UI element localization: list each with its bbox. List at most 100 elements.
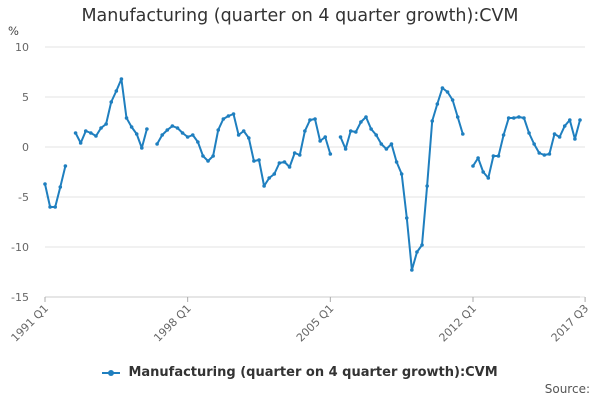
- data-point[interactable]: [145, 127, 149, 131]
- data-point[interactable]: [552, 132, 557, 136]
- data-point[interactable]: [63, 164, 68, 168]
- data-point[interactable]: [262, 184, 266, 188]
- data-point[interactable]: [318, 139, 322, 143]
- data-point[interactable]: [486, 176, 491, 180]
- data-point[interactable]: [221, 117, 226, 121]
- data-point[interactable]: [399, 172, 404, 176]
- data-point[interactable]: [410, 268, 414, 272]
- data-point[interactable]: [160, 133, 164, 137]
- data-point[interactable]: [267, 176, 271, 180]
- data-point[interactable]: [481, 170, 485, 174]
- data-point[interactable]: [252, 159, 256, 163]
- data-point[interactable]: [511, 116, 516, 120]
- data-point[interactable]: [328, 152, 333, 156]
- data-point[interactable]: [43, 182, 47, 186]
- data-point[interactable]: [348, 129, 353, 133]
- data-point[interactable]: [445, 90, 450, 94]
- data-point[interactable]: [471, 164, 475, 168]
- data-point[interactable]: [343, 147, 348, 151]
- legend[interactable]: Manufacturing (quarter on 4 quarter grow…: [0, 365, 600, 380]
- data-point[interactable]: [384, 147, 389, 151]
- data-point[interactable]: [287, 165, 292, 169]
- data-point[interactable]: [364, 115, 368, 119]
- data-point[interactable]: [114, 89, 119, 93]
- data-point[interactable]: [501, 133, 506, 137]
- data-point[interactable]: [374, 133, 378, 137]
- data-point[interactable]: [527, 131, 531, 135]
- data-point[interactable]: [491, 154, 496, 158]
- data-point[interactable]: [573, 137, 577, 141]
- data-point[interactable]: [257, 158, 261, 162]
- data-point[interactable]: [236, 133, 241, 137]
- data-point[interactable]: [277, 161, 282, 165]
- data-point[interactable]: [440, 86, 445, 90]
- data-point[interactable]: [557, 135, 562, 139]
- data-point[interactable]: [369, 127, 373, 131]
- data-point[interactable]: [323, 135, 328, 139]
- data-point[interactable]: [522, 116, 526, 120]
- data-point[interactable]: [180, 131, 185, 135]
- data-point[interactable]: [272, 172, 277, 176]
- data-point[interactable]: [190, 133, 195, 137]
- data-point[interactable]: [129, 125, 134, 129]
- data-point[interactable]: [394, 160, 399, 164]
- data-point[interactable]: [425, 184, 429, 188]
- data-point[interactable]: [58, 185, 63, 189]
- data-point[interactable]: [78, 141, 83, 145]
- data-point[interactable]: [420, 243, 424, 247]
- data-point[interactable]: [206, 159, 210, 163]
- data-point[interactable]: [48, 205, 52, 209]
- data-point[interactable]: [532, 142, 536, 146]
- data-point[interactable]: [53, 205, 57, 209]
- data-point[interactable]: [94, 134, 98, 138]
- data-point[interactable]: [99, 126, 103, 130]
- data-point[interactable]: [435, 102, 440, 106]
- data-point[interactable]: [140, 146, 144, 150]
- data-point[interactable]: [73, 131, 78, 135]
- data-point[interactable]: [506, 116, 511, 120]
- data-point[interactable]: [547, 152, 552, 156]
- data-point[interactable]: [354, 130, 358, 134]
- data-point[interactable]: [196, 140, 200, 144]
- data-point[interactable]: [175, 126, 180, 130]
- data-point[interactable]: [89, 131, 93, 135]
- data-point[interactable]: [165, 128, 170, 132]
- data-point[interactable]: [226, 114, 231, 118]
- data-point[interactable]: [104, 122, 108, 126]
- data-point[interactable]: [461, 132, 465, 136]
- data-point[interactable]: [379, 142, 384, 146]
- data-point[interactable]: [578, 118, 582, 122]
- data-point[interactable]: [109, 100, 114, 104]
- data-point[interactable]: [542, 153, 547, 157]
- data-point[interactable]: [216, 128, 221, 132]
- data-point[interactable]: [185, 135, 190, 139]
- data-point[interactable]: [211, 154, 215, 158]
- data-point[interactable]: [201, 154, 205, 158]
- data-point[interactable]: [450, 98, 455, 102]
- data-point[interactable]: [415, 250, 419, 254]
- data-point[interactable]: [134, 132, 139, 136]
- data-point[interactable]: [562, 124, 567, 128]
- data-point[interactable]: [338, 135, 343, 139]
- data-point[interactable]: [303, 129, 307, 133]
- data-point[interactable]: [155, 142, 159, 146]
- data-point[interactable]: [297, 153, 302, 157]
- data-point[interactable]: [455, 115, 460, 119]
- data-point[interactable]: [568, 118, 572, 122]
- data-point[interactable]: [496, 154, 501, 158]
- data-point[interactable]: [247, 136, 251, 140]
- data-point[interactable]: [537, 151, 542, 155]
- data-point[interactable]: [124, 116, 129, 120]
- data-point[interactable]: [282, 160, 287, 164]
- data-point[interactable]: [119, 77, 124, 81]
- data-point[interactable]: [292, 151, 297, 155]
- data-point[interactable]: [517, 115, 521, 119]
- data-point[interactable]: [83, 129, 88, 133]
- data-point[interactable]: [308, 118, 312, 122]
- data-point[interactable]: [476, 156, 480, 160]
- data-point[interactable]: [359, 120, 363, 124]
- data-point[interactable]: [170, 124, 175, 128]
- data-point[interactable]: [241, 129, 246, 133]
- data-point[interactable]: [404, 216, 409, 220]
- data-point[interactable]: [231, 112, 236, 116]
